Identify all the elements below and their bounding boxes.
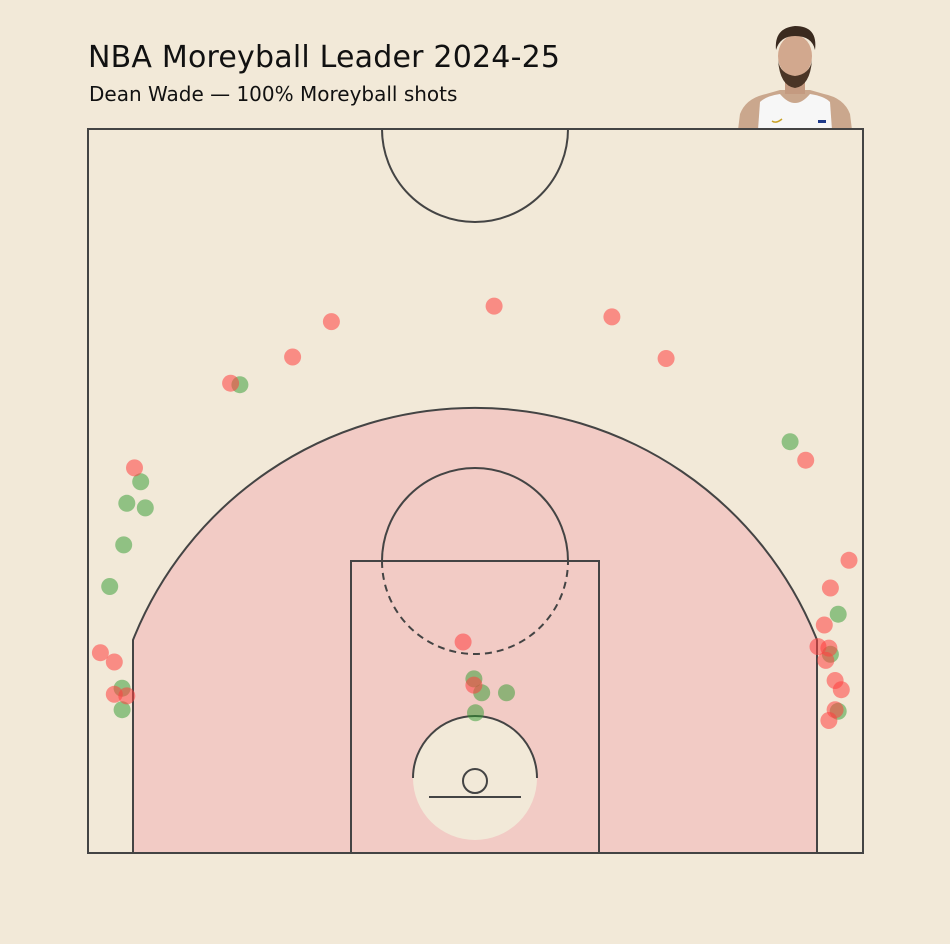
three-point-line xyxy=(132,406,818,853)
free-throw-lane xyxy=(350,560,600,854)
shot-marker xyxy=(322,313,340,331)
shot-marker xyxy=(797,451,815,469)
shot-marker xyxy=(603,308,621,326)
shot-marker xyxy=(820,712,838,729)
shot-marker xyxy=(454,633,472,651)
chart-title: NBA Moreyball Leader 2024-25 xyxy=(88,40,561,75)
shot-marker xyxy=(829,605,847,623)
shot-marker xyxy=(126,459,143,477)
shot-marker xyxy=(115,536,133,554)
center-circle xyxy=(381,128,569,223)
shot-marker xyxy=(821,579,839,597)
free-throw-circle-bottom xyxy=(381,560,569,655)
shot-marker xyxy=(657,350,675,367)
free-throw-circle-top xyxy=(381,467,569,562)
shot-marker xyxy=(136,499,154,517)
player-photo-icon xyxy=(736,18,854,130)
rim xyxy=(462,768,488,794)
court-boundary xyxy=(87,128,864,854)
shot-marker xyxy=(91,644,109,662)
shot-marker xyxy=(465,676,483,694)
shot-marker xyxy=(222,374,240,392)
shot-marker xyxy=(105,653,123,671)
shot-marker xyxy=(105,685,123,703)
shot-marker xyxy=(781,433,799,451)
shot-marker xyxy=(132,473,150,491)
shot-marker xyxy=(118,687,136,705)
chart-subtitle: Dean Wade — 100% Moreyball shots xyxy=(89,82,458,106)
shot-marker xyxy=(498,684,515,702)
shot-marker xyxy=(832,681,850,699)
shot-marker xyxy=(485,297,503,315)
shot-marker xyxy=(840,551,858,569)
shot-markers xyxy=(91,297,858,729)
court-paint-zone xyxy=(133,407,817,853)
shot-marker xyxy=(817,651,835,669)
shot-marker xyxy=(284,348,302,366)
shot-marker xyxy=(101,578,119,595)
shot-marker xyxy=(113,701,131,719)
shot-marker xyxy=(118,494,136,512)
shot-marker xyxy=(467,704,484,722)
shot-marker xyxy=(815,616,833,634)
